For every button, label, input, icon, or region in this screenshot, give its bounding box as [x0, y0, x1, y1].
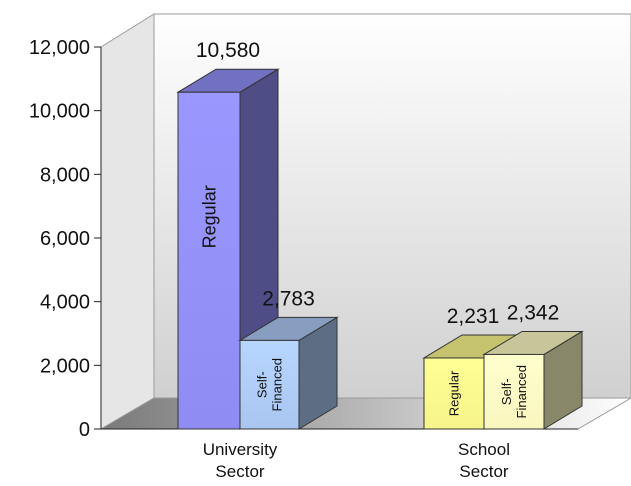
bar-front-face: [239, 339, 300, 430]
bar-front-face: [177, 91, 241, 430]
bar-value-label: 2,783: [262, 287, 315, 310]
bar-series-label: Self-Financed: [499, 365, 529, 418]
y-tick-label: 4,000: [40, 292, 90, 314]
x-category-label: School Sector: [458, 440, 510, 481]
bar-series-label: Regular: [447, 370, 462, 416]
y-tick-label: 0: [79, 419, 90, 441]
bar-self-financed-school: Self-Financed: [482, 330, 584, 430]
chart-side-wall: [100, 13, 155, 430]
x-category-label: University Sector: [203, 440, 278, 481]
y-tick-label: 6,000: [40, 228, 90, 250]
bar-value-label: 10,580: [196, 39, 260, 62]
bar-value-label: 2,342: [507, 301, 560, 324]
bar-series-label: Regular: [199, 185, 219, 248]
bar-series-label: Self-Financed: [255, 358, 285, 411]
bar-value-label: 2,231: [447, 305, 500, 328]
y-tick-label: 2,000: [40, 355, 90, 377]
y-tick-label: 8,000: [40, 164, 90, 186]
bar-self-financed-university: Self-Financed: [238, 316, 339, 430]
y-tick-label: 12,000: [29, 37, 90, 59]
y-tick-label: 10,000: [29, 101, 90, 123]
bar-front-face: [483, 353, 545, 430]
